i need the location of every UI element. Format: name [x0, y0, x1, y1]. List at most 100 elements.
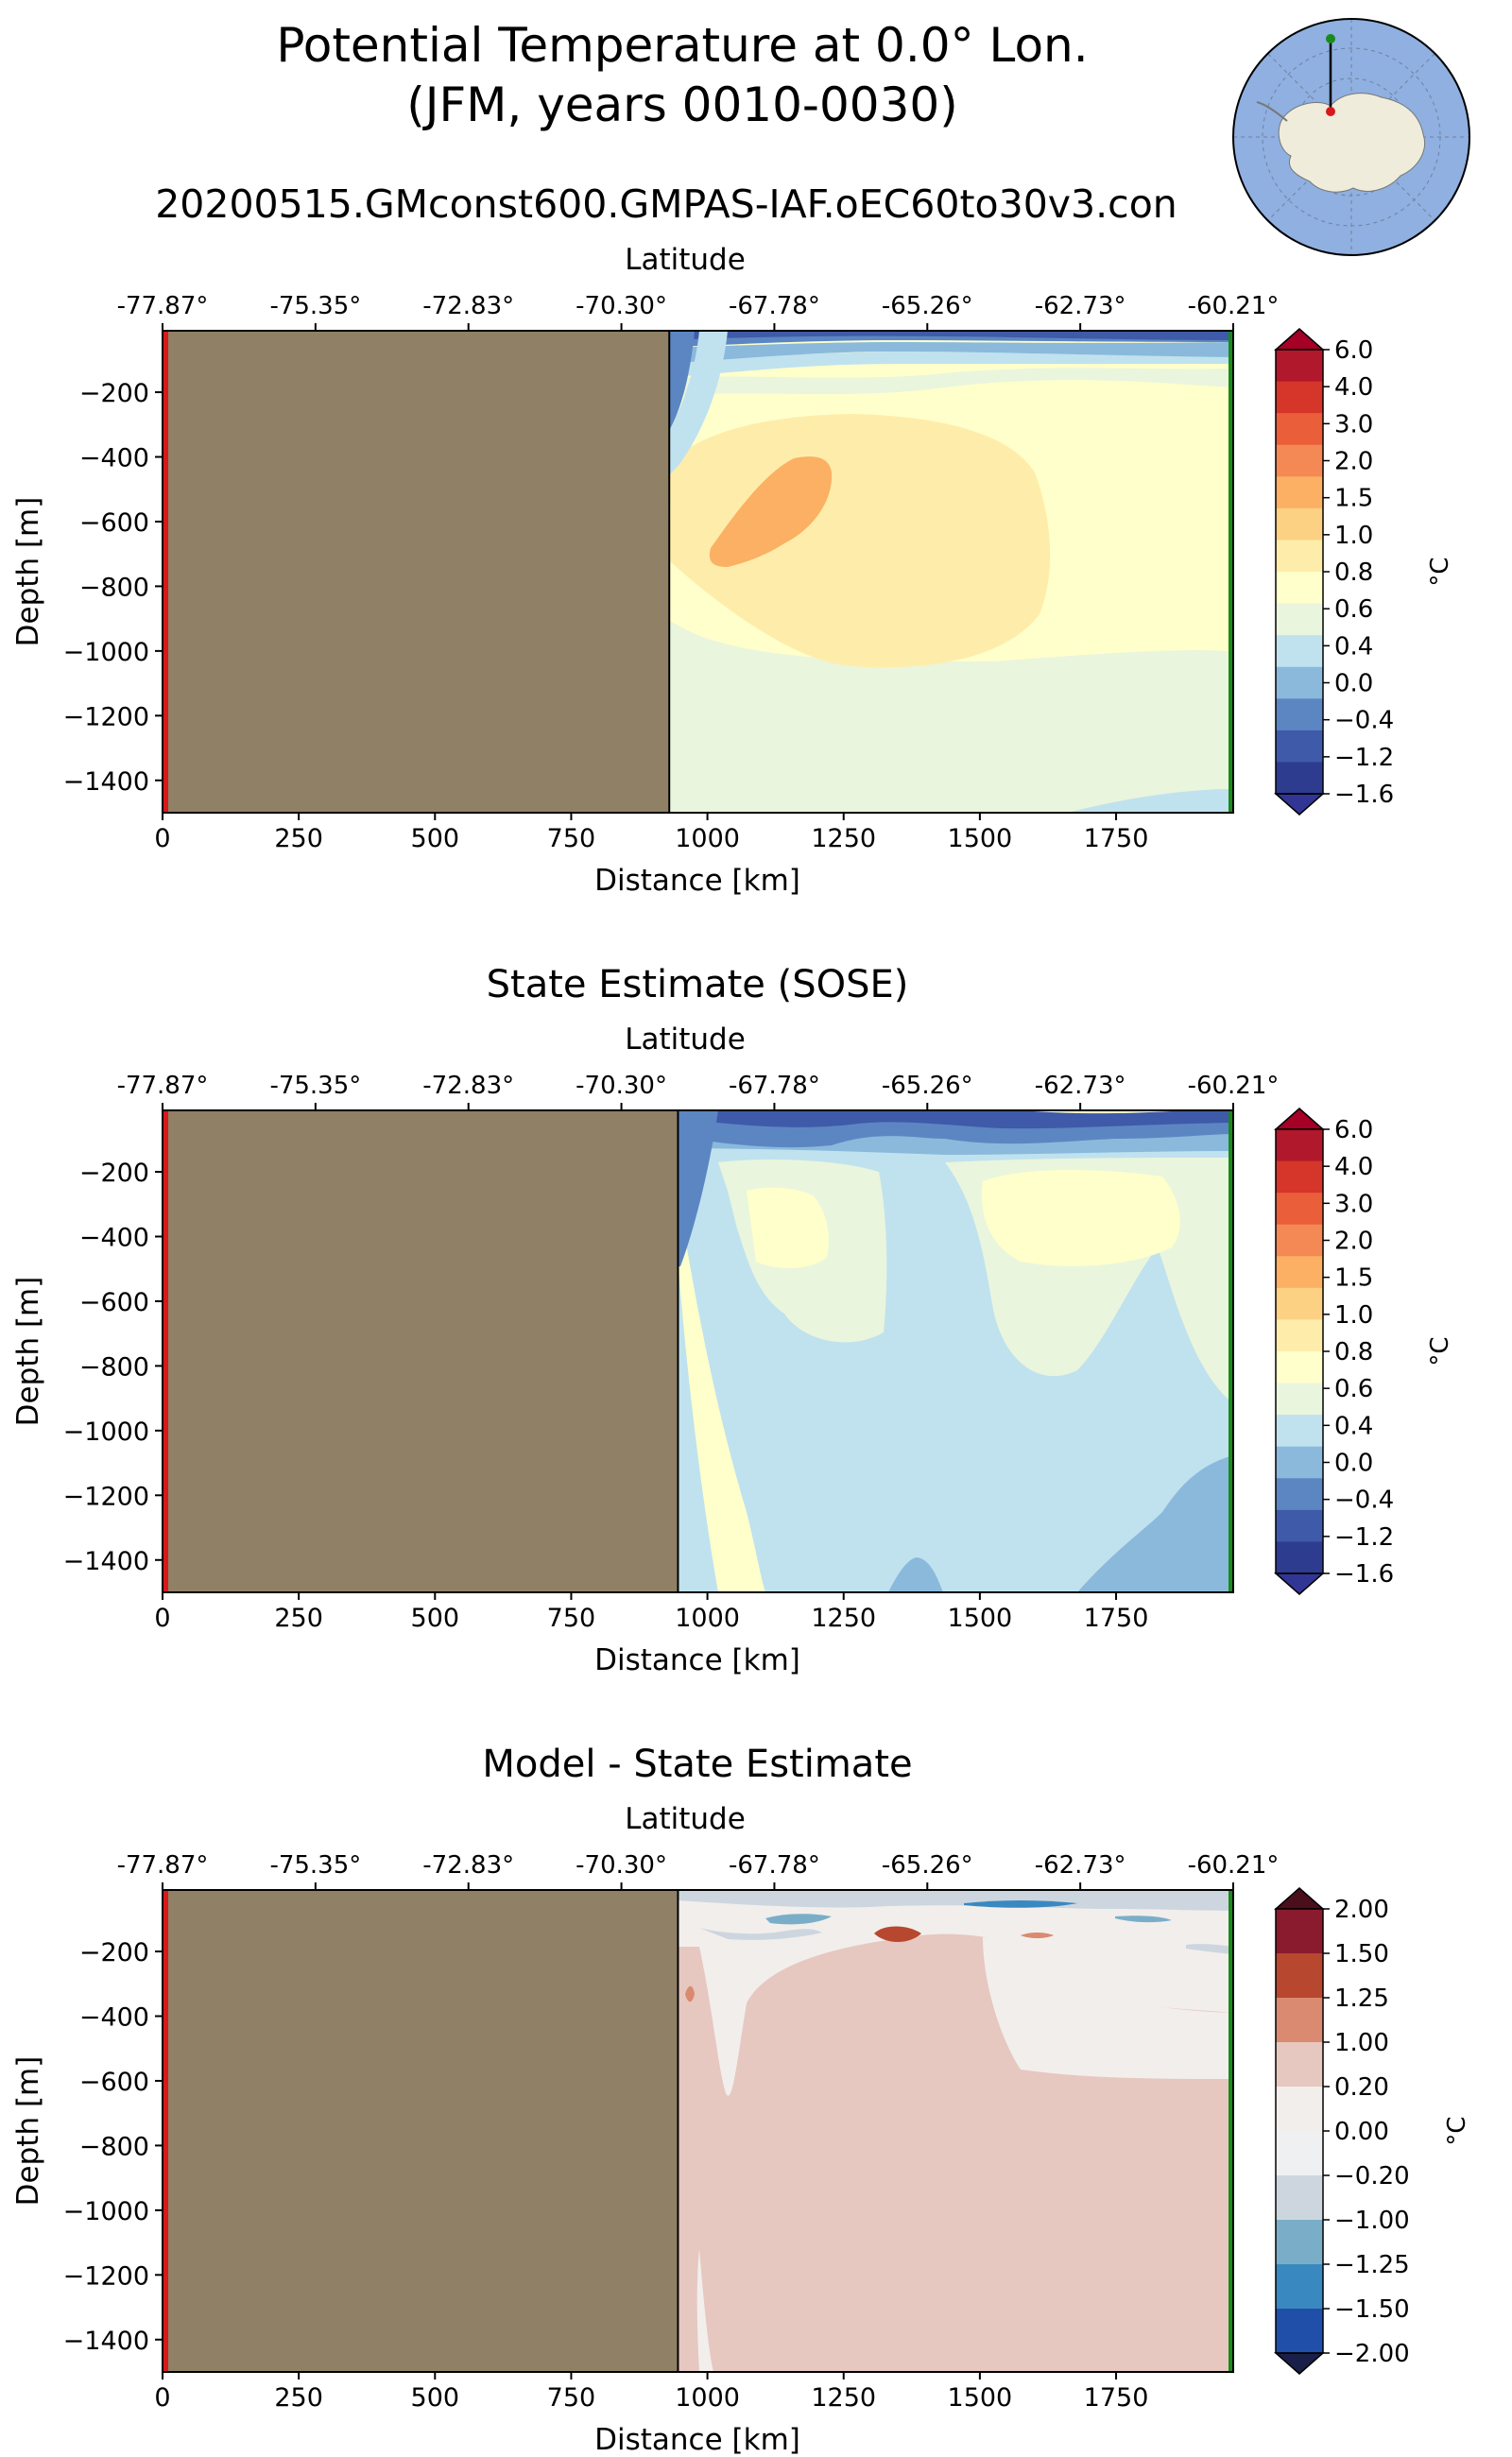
- plot-frame: [162, 330, 1234, 814]
- contour-east-warm: [982, 1170, 1180, 1266]
- section-end-dot: [1326, 34, 1335, 43]
- land-mask: [163, 1890, 679, 2372]
- lat-tick-label: -65.26°: [882, 1072, 973, 1100]
- contour-shelf-cool: [662, 331, 728, 482]
- colorbar-label: −1.6: [1334, 781, 1394, 809]
- lat-ticks: -77.87° -75.35° -72.83° -70.30° -67.78° -65.2…: [117, 1072, 1280, 1110]
- x-tick-label: 1250: [811, 824, 876, 853]
- y-tick-label: −1400: [63, 1547, 149, 1576]
- lat-axis-label: Latitude: [625, 1022, 746, 1057]
- colorbar-swatch: [1276, 413, 1323, 446]
- end-marker: [1228, 331, 1233, 813]
- lat-tick-label: -72.83°: [422, 1851, 514, 1880]
- x-axis-label: Distance [km]: [594, 1643, 800, 1677]
- lat-tick-label: -62.73°: [1035, 292, 1126, 320]
- lat-tick-label: -60.21°: [1188, 292, 1280, 320]
- colorbar-label: −0.20: [1334, 2162, 1410, 2191]
- colorbar-label: 0.20: [1334, 2073, 1389, 2102]
- section-start-dot: [1326, 107, 1335, 116]
- colorbar-swatch: [1276, 540, 1323, 573]
- colorbar-swatch: [1276, 350, 1323, 383]
- colorbar-swatch: [1276, 1287, 1323, 1320]
- x-tick-label: 750: [547, 1604, 596, 1633]
- colorbar-unit: °C: [1443, 2116, 1471, 2145]
- y-tick-label: −1000: [63, 2197, 149, 2226]
- lat-tick-label: -65.26°: [882, 292, 973, 320]
- lat-tick-label: -67.78°: [729, 1851, 820, 1880]
- lat-tick-label: -75.35°: [269, 1851, 361, 1880]
- colorbar-label: 4.0: [1334, 1153, 1373, 1181]
- y-tick-label: −600: [79, 508, 149, 538]
- colorbar-label: 6.0: [1334, 336, 1373, 365]
- colorbar-swatch: [1276, 381, 1323, 414]
- panel-title: Model - State Estimate: [482, 1743, 912, 1786]
- x-tick-label: 1250: [811, 1604, 876, 1633]
- lat-tick-label: -75.35°: [269, 1072, 361, 1100]
- colorbar-swatch: [1276, 1351, 1323, 1384]
- colorbar-label: 0.0: [1334, 1450, 1373, 1478]
- lat-tick-label: -67.78°: [729, 1072, 820, 1100]
- x-tick-label: 1500: [948, 2383, 1013, 2413]
- end-marker: [1228, 1110, 1233, 1592]
- colorbar-label: 1.5: [1334, 485, 1373, 513]
- colorbar-label: −1.50: [1334, 2295, 1410, 2324]
- colorbar-swatch: [1276, 762, 1323, 795]
- colorbar-label: 1.0: [1334, 1301, 1373, 1330]
- x-ticks: 0 250 500 750 1000 1250 1500 1750: [154, 2372, 1148, 2413]
- colorbar-swatch: [1276, 2042, 1323, 2088]
- lat-axis-label: Latitude: [625, 1802, 746, 1836]
- colorbar-label: −1.2: [1334, 1523, 1394, 1552]
- colorbar-label: 0.6: [1334, 595, 1373, 624]
- y-tick-label: −600: [79, 2068, 149, 2097]
- colorbar-swatch: [1276, 1160, 1323, 1194]
- colorbar-label: −1.00: [1334, 2207, 1410, 2235]
- colorbar-label: 0.6: [1334, 1375, 1373, 1403]
- y-tick-label: −200: [79, 379, 149, 408]
- y-tick-label: −400: [79, 443, 149, 472]
- contour-surface-darkblue: [662, 331, 1233, 340]
- panel-model: Latitude -77.87° -75.35° -72.83° -70.30° -67…: [11, 243, 1454, 898]
- x-tick-label: 500: [411, 1604, 460, 1633]
- colorbar-swatch: [1276, 698, 1323, 731]
- x-tick-label: 1000: [675, 1604, 740, 1633]
- colorbar-label: 0.8: [1334, 1338, 1373, 1366]
- figure-title-line2: (JFM, years 0010-0030): [406, 77, 957, 132]
- y-tick-label: −1200: [63, 702, 149, 731]
- colorbar-swatch: [1276, 1998, 1323, 2043]
- contour-deep-neutral: [696, 2249, 713, 2372]
- colorbar-unit: °C: [1426, 557, 1454, 586]
- y-ticks: −200 −400 −600 −800 −1000 −1200 −1400: [63, 1159, 163, 1576]
- colorbar-label: 0.0: [1334, 670, 1373, 698]
- x-tick-label: 500: [411, 2383, 460, 2413]
- colorbar-swatch: [1276, 1953, 1323, 1999]
- colorbar-swatch: [1276, 730, 1323, 763]
- colorbar: 6.0 4.0 3.0 2.0 1.5 1.0 0.8 0.6 0.4 0.0 −0.4 −1.2 −1…: [1274, 1108, 1394, 1595]
- colorbar-swatch: [1276, 635, 1323, 668]
- figure-title-line1: Potential Temperature at 0.0° Lon.: [276, 18, 1088, 73]
- colorbar-label: 3.0: [1334, 410, 1373, 438]
- colorbar-label: −2.00: [1334, 2340, 1410, 2368]
- y-tick-label: −1000: [63, 1418, 149, 1447]
- lat-tick-label: -60.21°: [1188, 1072, 1280, 1100]
- contour-upper-darkblue: [662, 1110, 1233, 1129]
- x-tick-label: 250: [274, 2383, 323, 2413]
- antarctica-shape: [1278, 93, 1425, 193]
- y-tick-label: −1200: [63, 2261, 149, 2291]
- contour-warm-peak: [709, 456, 833, 567]
- colorbar-swatch: [1276, 444, 1323, 477]
- land-mask: [163, 331, 670, 813]
- plot-area: [163, 1890, 1233, 2372]
- colorbar-swatch: [1276, 507, 1323, 541]
- panel-sose: State Estimate (SOSE) Latitude -77.87° -7…: [11, 963, 1454, 1677]
- plot-area: [163, 331, 1233, 813]
- plot-area: [163, 1110, 1233, 1592]
- colorbar-label: 1.50: [1334, 1940, 1389, 1968]
- contour-shallow-light: [662, 368, 1233, 397]
- contour-blue-streak: [765, 1914, 832, 1925]
- x-tick-label: 1250: [811, 2383, 876, 2413]
- contour-shallow-lightblue: [662, 342, 1233, 364]
- x-tick-label: 250: [274, 1604, 323, 1633]
- colorbar-swatch: [1276, 2264, 1323, 2310]
- lat-tick-label: -77.87°: [117, 292, 209, 320]
- colorbar-swatch: [1276, 1415, 1323, 1448]
